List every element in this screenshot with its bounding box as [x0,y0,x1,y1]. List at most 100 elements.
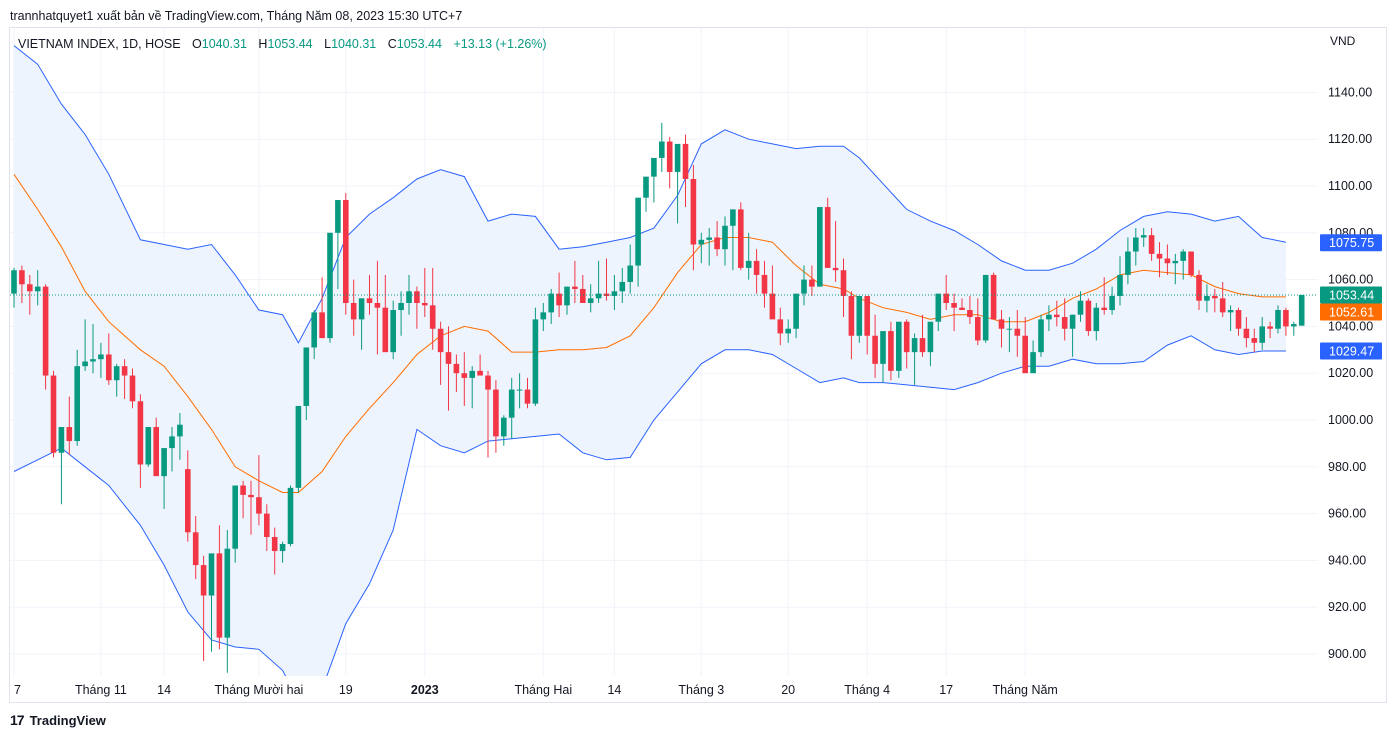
open-value: 1040.31 [201,37,247,51]
candle-body [840,270,847,296]
candle-body [192,532,199,566]
candle-body [1101,307,1107,311]
candle-body [769,293,776,320]
x-axis-tick-label: 17 [939,683,953,697]
price-label-text: 1075.75 [1329,236,1374,250]
candle-body [1038,319,1044,353]
candle-body [216,553,223,638]
candle-body [753,260,760,275]
candle-body [66,427,73,442]
candle-body [982,274,989,341]
candle-body [690,178,697,245]
y-axis-tick-label: 940.00 [1328,553,1366,567]
x-axis-tick-label: 2023 [411,683,439,697]
candle-body [548,293,554,313]
tradingview-brand: TradingView [29,712,106,728]
candle-body [121,366,128,376]
candle-body [303,347,310,406]
candle-body [493,389,499,437]
close-label: C [387,37,397,51]
candle-body [1283,310,1289,327]
candle-body [1133,237,1139,252]
candle-body [240,485,246,495]
x-axis-tick-label: Tháng 3 [678,683,724,697]
candle-body [1267,326,1273,329]
candle-body [437,328,444,353]
candle-body [27,284,33,292]
candle-body [1069,314,1076,329]
candle-body [390,310,396,353]
symbol-title[interactable]: VIETNAM INDEX, 1D, HOSE [18,37,181,51]
candle-body [287,487,294,545]
y-axis-tick-label: 960.00 [1328,507,1366,521]
candle-body [335,200,341,233]
x-axis-tick-label: 19 [339,683,353,697]
y-axis-tick-label: 1060.00 [1328,273,1373,287]
candle-body [1235,310,1242,329]
candle-body [1117,274,1123,296]
y-axis-tick-label: 1100.00 [1328,179,1372,193]
candle-body [311,312,317,348]
close-value: 1053.44 [396,37,442,51]
candle-body [34,286,41,292]
x-axis-tick-label: Tháng Hai [514,683,572,697]
x-axis-tick-label: 14 [607,683,621,697]
bollinger-upper-line [13,45,1286,344]
candle-body [864,295,870,336]
candle-body [824,207,831,268]
candle-body [414,291,420,303]
y-axis-tick-label: 920.00 [1328,600,1366,614]
candle-body [1077,300,1084,315]
candle-body [1180,251,1186,261]
x-axis-tick-label: 14 [157,683,171,697]
candle-body [580,288,586,303]
candle-body [19,270,25,285]
y-axis-tick-label: 900.00 [1328,647,1366,661]
candle-body [358,298,365,320]
candle-body [461,373,468,378]
candle-body [319,312,325,339]
candle-body [145,427,152,465]
candle-body [880,331,886,364]
candle-body [698,239,705,245]
candle-body [161,448,167,477]
candle-body [90,359,96,362]
candle-body [1188,251,1194,275]
candle-body [248,494,254,498]
candle-body [327,232,333,339]
candle-body [959,307,965,311]
candle-body [848,295,855,336]
price-label-text: 1052.61 [1329,305,1374,319]
price-label-badge [1320,234,1382,252]
candle-body [745,260,752,268]
candle-body [722,225,728,250]
candle-body [738,209,744,268]
price-label-text: 1053.44 [1329,288,1374,302]
x-axis-tick-label: 7 [14,683,21,697]
candle-body [208,553,215,596]
candle-body [595,293,602,299]
candle-body [872,335,878,364]
candle-body [809,279,815,287]
candle-body [1006,328,1013,330]
candle-body [382,307,389,353]
candle-body [11,270,17,294]
candle-body [793,293,799,329]
candle-body [659,141,665,158]
candle-body [896,321,902,371]
tradingview-footer[interactable]: 17 TradingView [10,712,106,728]
candle-body [106,354,112,381]
candle-body [129,375,136,402]
candle-body [967,310,973,318]
candle-body [556,293,562,306]
candle-body [1085,300,1092,332]
x-axis-tick-label: Tháng Năm [993,683,1058,697]
candle-body [177,424,183,437]
candle-body [635,197,641,266]
candle-body [398,303,404,311]
candle-body [74,366,80,442]
tradingview-logo-icon: 17 [10,712,25,728]
plot-area [11,45,1305,676]
candle-body [350,303,357,320]
